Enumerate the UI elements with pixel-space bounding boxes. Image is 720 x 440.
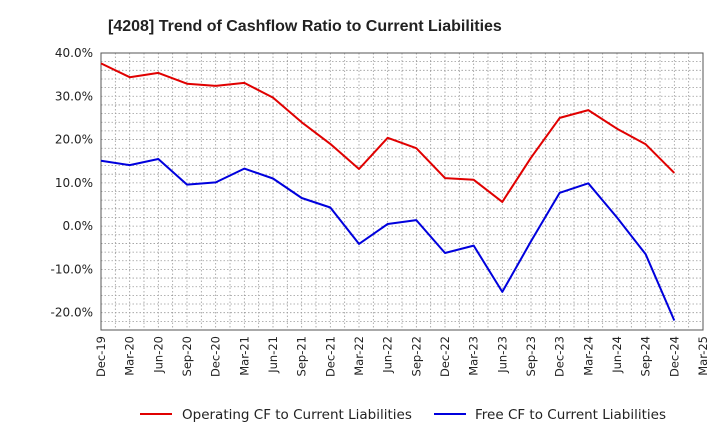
x-tick-label: Mar-24 — [581, 336, 595, 376]
y-tick-label: 30.0% — [55, 89, 93, 103]
x-tick-label: Jun-24 — [610, 336, 624, 374]
y-tick-label: -10.0% — [51, 262, 93, 276]
legend-label-operating-cf: Operating CF to Current Liabilities — [182, 407, 412, 423]
series-line-free-cf — [100, 158, 676, 321]
x-tick-label: Sep-20 — [180, 336, 194, 376]
x-tick-label: Jun-22 — [381, 336, 395, 374]
x-tick-label: Jun-20 — [151, 336, 165, 374]
series-lines — [100, 62, 676, 321]
x-tick-label: Dec-24 — [667, 336, 681, 377]
y-tick-label: 20.0% — [55, 133, 93, 147]
y-tick-label: 10.0% — [55, 176, 93, 190]
x-tick-label: Mar-22 — [352, 336, 366, 376]
grid-lines — [101, 53, 703, 330]
y-tick-label: 0.0% — [63, 219, 94, 233]
x-tick-label: Mar-25 — [696, 336, 710, 376]
x-tick-label: Sep-24 — [639, 336, 653, 376]
x-tick-label: Sep-23 — [524, 336, 538, 376]
x-tick-label: Mar-21 — [237, 336, 251, 376]
legend: Operating CF to Current Liabilities Free… — [140, 407, 666, 423]
x-tick-label: Dec-19 — [94, 336, 108, 377]
x-tick-label: Mar-20 — [123, 336, 137, 376]
x-tick-label: Sep-21 — [295, 336, 309, 376]
x-tick-label: Sep-22 — [409, 336, 423, 376]
x-tick-label: Jun-23 — [495, 336, 509, 374]
series-line-operating-cf — [100, 62, 676, 203]
x-axis-tick-labels: Dec-19 Mar-20 Jun-20 Sep-20 Dec-20 Mar-21 Jun-… — [94, 336, 710, 377]
x-tick-label: Dec-22 — [438, 336, 452, 377]
x-tick-label: Dec-20 — [209, 336, 223, 377]
x-tick-label: Mar-23 — [467, 336, 481, 376]
legend-label-free-cf: Free CF to Current Liabilities — [475, 407, 666, 423]
y-tick-label: -20.0% — [51, 306, 93, 320]
x-tick-label: Dec-21 — [323, 336, 337, 377]
x-tick-label: Jun-21 — [266, 336, 280, 374]
chart-title: [4208] Trend of Cashflow Ratio to Curren… — [108, 18, 502, 35]
y-tick-label: 40.0% — [55, 46, 93, 60]
x-tick-label: Dec-23 — [553, 336, 567, 377]
y-axis-tick-labels: 40.0% 30.0% 20.0% 10.0% 0.0% -10.0% -20.0% — [51, 46, 93, 320]
plot-area-frame — [100, 52, 704, 331]
